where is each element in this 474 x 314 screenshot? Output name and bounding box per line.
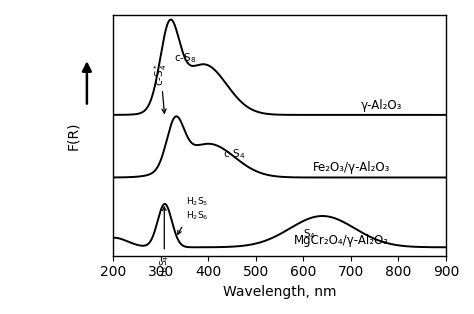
Text: MgCr₂O₄/γ-Al₂O₃: MgCr₂O₄/γ-Al₂O₃	[294, 234, 389, 246]
X-axis label: Wavelength, nm: Wavelength, nm	[223, 285, 337, 299]
Text: H$_2$S$_4$: H$_2$S$_4$	[158, 207, 171, 277]
Text: F(R): F(R)	[67, 121, 81, 149]
Text: c-S$_4^*$: c-S$_4^*$	[153, 63, 169, 113]
Text: c-S$_4$: c-S$_4$	[223, 147, 245, 161]
Text: S$_4$: S$_4$	[303, 228, 316, 241]
Text: Fe₂O₃/γ-Al₂O₃: Fe₂O₃/γ-Al₂O₃	[313, 161, 390, 174]
Text: H$_2$S$_5$
H$_2$S$_6$: H$_2$S$_5$ H$_2$S$_6$	[178, 195, 208, 234]
Text: c-S$_8$: c-S$_8$	[174, 51, 197, 65]
Text: γ-Al₂O₃: γ-Al₂O₃	[360, 99, 402, 112]
